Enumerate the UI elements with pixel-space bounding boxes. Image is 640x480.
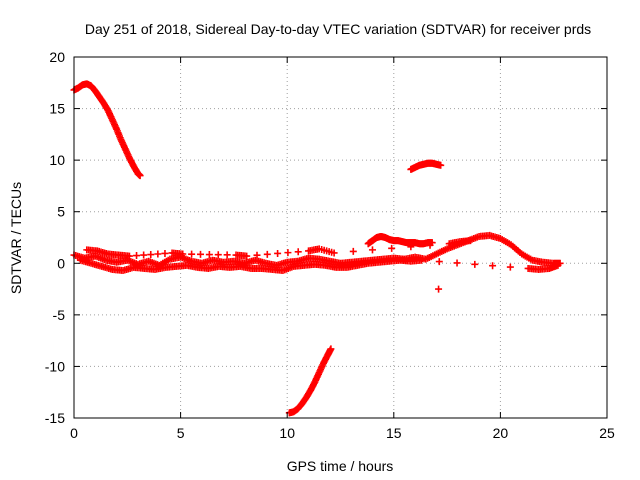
data-point-fill <box>274 249 282 257</box>
y-tick-label: -10 <box>45 358 65 374</box>
y-tick-label: 20 <box>49 49 65 65</box>
ticks <box>73 56 608 419</box>
data-point-fill <box>196 250 204 258</box>
y-tick-label: -15 <box>45 410 65 426</box>
data-point-fill <box>489 262 497 270</box>
x-tick-label: 5 <box>177 425 185 441</box>
data-point <box>243 252 251 260</box>
data-point-fill <box>154 250 162 258</box>
data-point-fill <box>133 252 141 260</box>
data-point <box>136 172 144 180</box>
data-point-fill <box>435 258 443 266</box>
plot-frame <box>73 56 608 419</box>
y-tick-label: 0 <box>57 255 65 271</box>
y-tick-label: 5 <box>57 204 65 220</box>
data-point-fill <box>263 250 271 258</box>
series-arc-afternoon-high <box>407 159 445 173</box>
data-point-fill <box>214 251 222 259</box>
x-tick-label: 10 <box>279 425 295 441</box>
data-point-fill <box>349 247 357 255</box>
data-point-fill <box>388 244 396 252</box>
x-tick-label: 0 <box>70 425 78 441</box>
y-tick-label: -5 <box>53 307 66 323</box>
x-axis-label: GPS time / hours <box>287 458 394 474</box>
data-point-fill <box>188 250 196 258</box>
series-outlier <box>435 285 443 293</box>
data-point <box>179 250 187 258</box>
data-point <box>330 249 338 257</box>
series-baseline-upper <box>83 237 475 260</box>
data-point-fill <box>368 246 376 254</box>
data-point-fill <box>294 248 302 256</box>
data-point <box>437 161 445 169</box>
series-arc-afternoon-mid <box>364 232 436 248</box>
tick-labels: 0 5 10 15 20 25 -15 -10 -5 0 5 10 15 20 <box>45 49 615 441</box>
data-layer <box>70 80 564 417</box>
data-point <box>327 345 335 353</box>
data-point-fill <box>223 251 231 259</box>
chart-title: Day 251 of 2018, Sidereal Day-to-day VTE… <box>85 21 591 37</box>
data-point-fill <box>161 249 169 257</box>
data-point-fill <box>453 259 461 267</box>
data-point-fill <box>284 249 292 257</box>
data-point-fill <box>205 251 213 259</box>
y-tick-label: 10 <box>49 152 65 168</box>
series-arc-midday-low <box>285 345 335 417</box>
data-point-fill <box>426 241 434 249</box>
series-arc-early-high <box>70 80 144 180</box>
data-point <box>467 237 475 245</box>
x-tick-label: 25 <box>599 425 615 441</box>
data-point <box>554 261 562 269</box>
data-point-fill <box>407 243 415 251</box>
data-point-fill <box>253 251 261 259</box>
y-tick-label: 15 <box>49 101 65 117</box>
data-point-fill <box>147 251 155 259</box>
x-tick-label: 15 <box>386 425 402 441</box>
y-axis-label: SDTVAR / TECUs <box>8 182 24 294</box>
data-point <box>125 252 133 260</box>
series-baseline-lower <box>76 256 562 275</box>
data-point-fill <box>471 260 479 268</box>
x-tick-label: 20 <box>493 425 509 441</box>
data-point <box>435 285 443 293</box>
data-point-fill <box>506 263 514 271</box>
data-point-fill <box>140 251 148 259</box>
data-point <box>418 256 426 264</box>
